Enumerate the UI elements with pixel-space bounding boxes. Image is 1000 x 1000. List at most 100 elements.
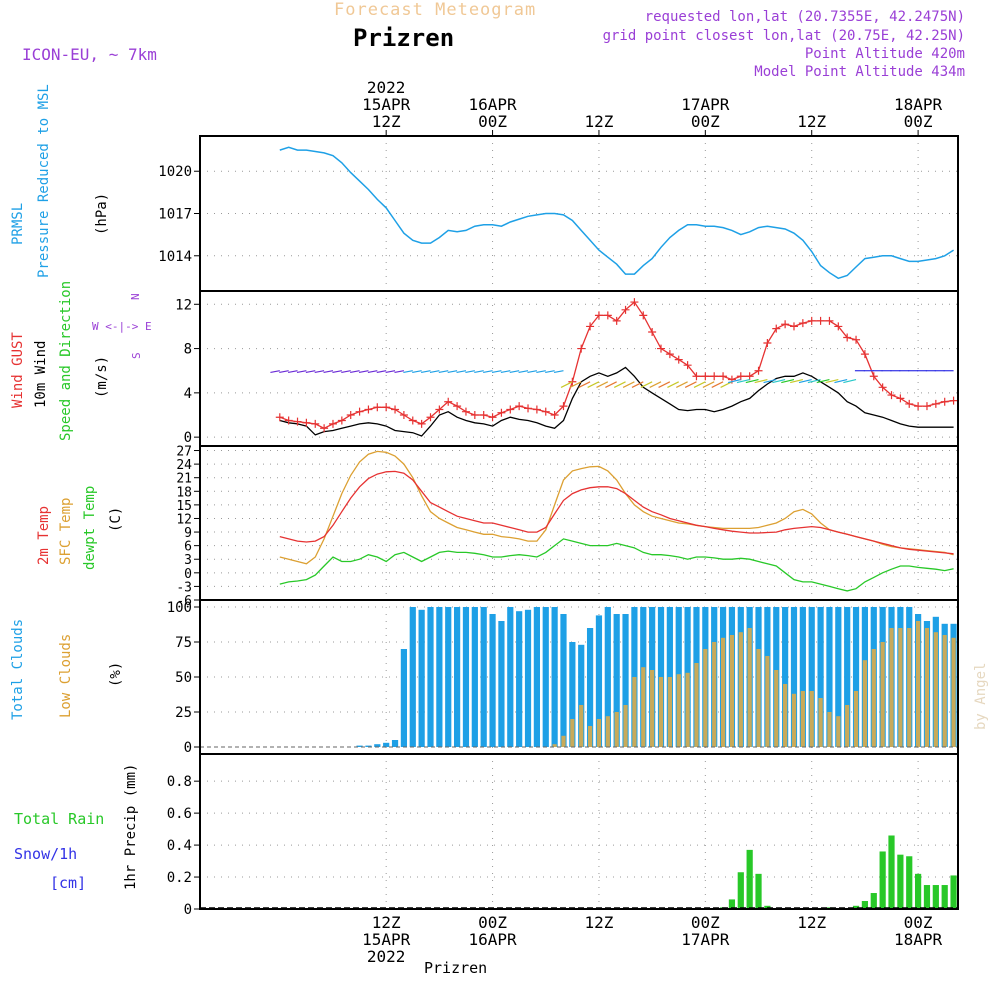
wind-arrow <box>560 381 573 388</box>
wind-arrow <box>483 370 493 374</box>
gust-point <box>834 322 843 331</box>
low-cloud-bar <box>650 670 655 747</box>
total-cloud-bar <box>400 649 408 747</box>
low-cloud-bar <box>703 649 708 747</box>
wind-arrow <box>720 381 733 388</box>
total-cloud-bar <box>586 628 594 747</box>
total-cloud-bar <box>436 607 443 747</box>
requested-coords: requested lon,lat (20.7355E, 42.2475N) <box>644 9 965 25</box>
wind-arrow <box>350 370 360 374</box>
gust-point <box>869 372 878 381</box>
model-altitude: Model Point Altitude 434m <box>754 64 965 80</box>
total-cloud-bar <box>480 607 487 747</box>
wind-arrow <box>323 370 334 374</box>
pressure-unit: (hPa) <box>94 193 110 235</box>
snow-cm-label: [cm] <box>50 874 86 892</box>
total-cloud-bar <box>560 614 567 747</box>
gust-point <box>648 327 657 336</box>
wind-arrow <box>772 378 786 384</box>
wind-speed-label: Speed and Direction <box>58 281 74 441</box>
rain-bar <box>923 885 931 909</box>
gust-point <box>311 419 320 428</box>
top-time-label: 00Z <box>904 112 933 131</box>
low-cloud-bar <box>552 744 557 747</box>
low-cloud-bar <box>933 632 938 747</box>
gust-point <box>337 416 346 425</box>
rain-bar <box>728 899 736 909</box>
wind-arrow <box>403 370 413 374</box>
low-cloud-bar <box>809 691 814 747</box>
wind-arrow <box>658 381 671 388</box>
wind-arrow <box>341 370 351 374</box>
wind-arrow <box>305 370 316 374</box>
wind-arrow <box>412 370 422 374</box>
low-cloud-bar <box>605 716 610 747</box>
wind-arrow <box>491 370 502 374</box>
y-tick-label: 75 <box>175 635 192 651</box>
gust-point <box>302 418 311 427</box>
wind-arrow <box>736 378 750 384</box>
wind-arrow <box>781 378 795 384</box>
wind-arrow <box>667 381 680 388</box>
label-layer: 10141017102004812-6-30369121518212427025… <box>158 78 942 966</box>
low-cloud-bar <box>818 698 823 747</box>
gust-point <box>807 316 816 325</box>
gust-point <box>710 372 719 381</box>
low-cloud-bar <box>694 663 699 747</box>
rain-bar <box>897 854 904 909</box>
rain-bar <box>737 872 744 909</box>
temp-unit: (C) <box>108 507 124 532</box>
low-cloud-bar <box>827 712 832 747</box>
grid-layer <box>200 136 958 909</box>
gust-point <box>763 339 772 348</box>
low-cloud-bar <box>561 735 566 747</box>
total-clouds-label: Total Clouds <box>10 619 26 720</box>
wind-arrow <box>834 378 848 384</box>
wind-unit: (m/s) <box>94 356 110 398</box>
top-time-label: 17APR <box>681 95 730 114</box>
y-tick-label: 100 <box>167 600 192 616</box>
wind-arrow <box>447 370 458 374</box>
wind-arrow <box>754 378 768 384</box>
top-time-label: 15APR <box>362 95 411 114</box>
total-cloud-bar <box>383 742 390 747</box>
total-cloud-bar <box>374 744 381 747</box>
low-cloud-bar <box>765 656 770 747</box>
product-title: Forecast Meteogram <box>334 0 537 20</box>
gust-point <box>293 417 302 426</box>
total-cloud-bar <box>835 607 842 747</box>
y-tick-label: 1020 <box>158 164 192 180</box>
gust-point <box>657 344 666 353</box>
rain-bar <box>915 873 922 909</box>
gust-point <box>524 404 533 413</box>
low-cloud-bar <box>862 660 868 747</box>
model-label: ICON-EU, ~ 7km <box>22 45 157 64</box>
gust-point <box>506 405 515 414</box>
gust-point <box>745 372 754 381</box>
rain-bar <box>879 851 886 909</box>
low-cloud-bar <box>614 712 619 747</box>
total-cloud-bar <box>782 607 789 747</box>
gust-point <box>683 361 692 370</box>
low-cloud-bar <box>836 716 841 747</box>
total-cloud-bar <box>462 607 470 747</box>
wind-arrow <box>314 370 325 374</box>
precip-unit: 1hr Precip (mm) <box>123 764 139 890</box>
gust-point <box>914 402 923 411</box>
gust-point <box>922 402 931 411</box>
gust-point <box>364 405 373 414</box>
rain-bar <box>861 901 869 909</box>
gridpoint-coords: grid point closest lon,lat (20.75E, 42.2… <box>602 28 965 44</box>
y-tick-label: 27 <box>176 445 192 460</box>
total-cloud-bar <box>489 614 496 747</box>
wind-arrow <box>367 370 378 374</box>
rain-bar <box>950 875 957 909</box>
dewpt-line <box>279 538 954 592</box>
y-tick-label: 9 <box>184 526 192 541</box>
wind-arrow <box>438 370 449 374</box>
low-cloud-bar <box>924 628 930 747</box>
wind-arrow <box>465 370 475 374</box>
gust-point <box>479 411 488 419</box>
wind-arrow <box>596 381 609 388</box>
